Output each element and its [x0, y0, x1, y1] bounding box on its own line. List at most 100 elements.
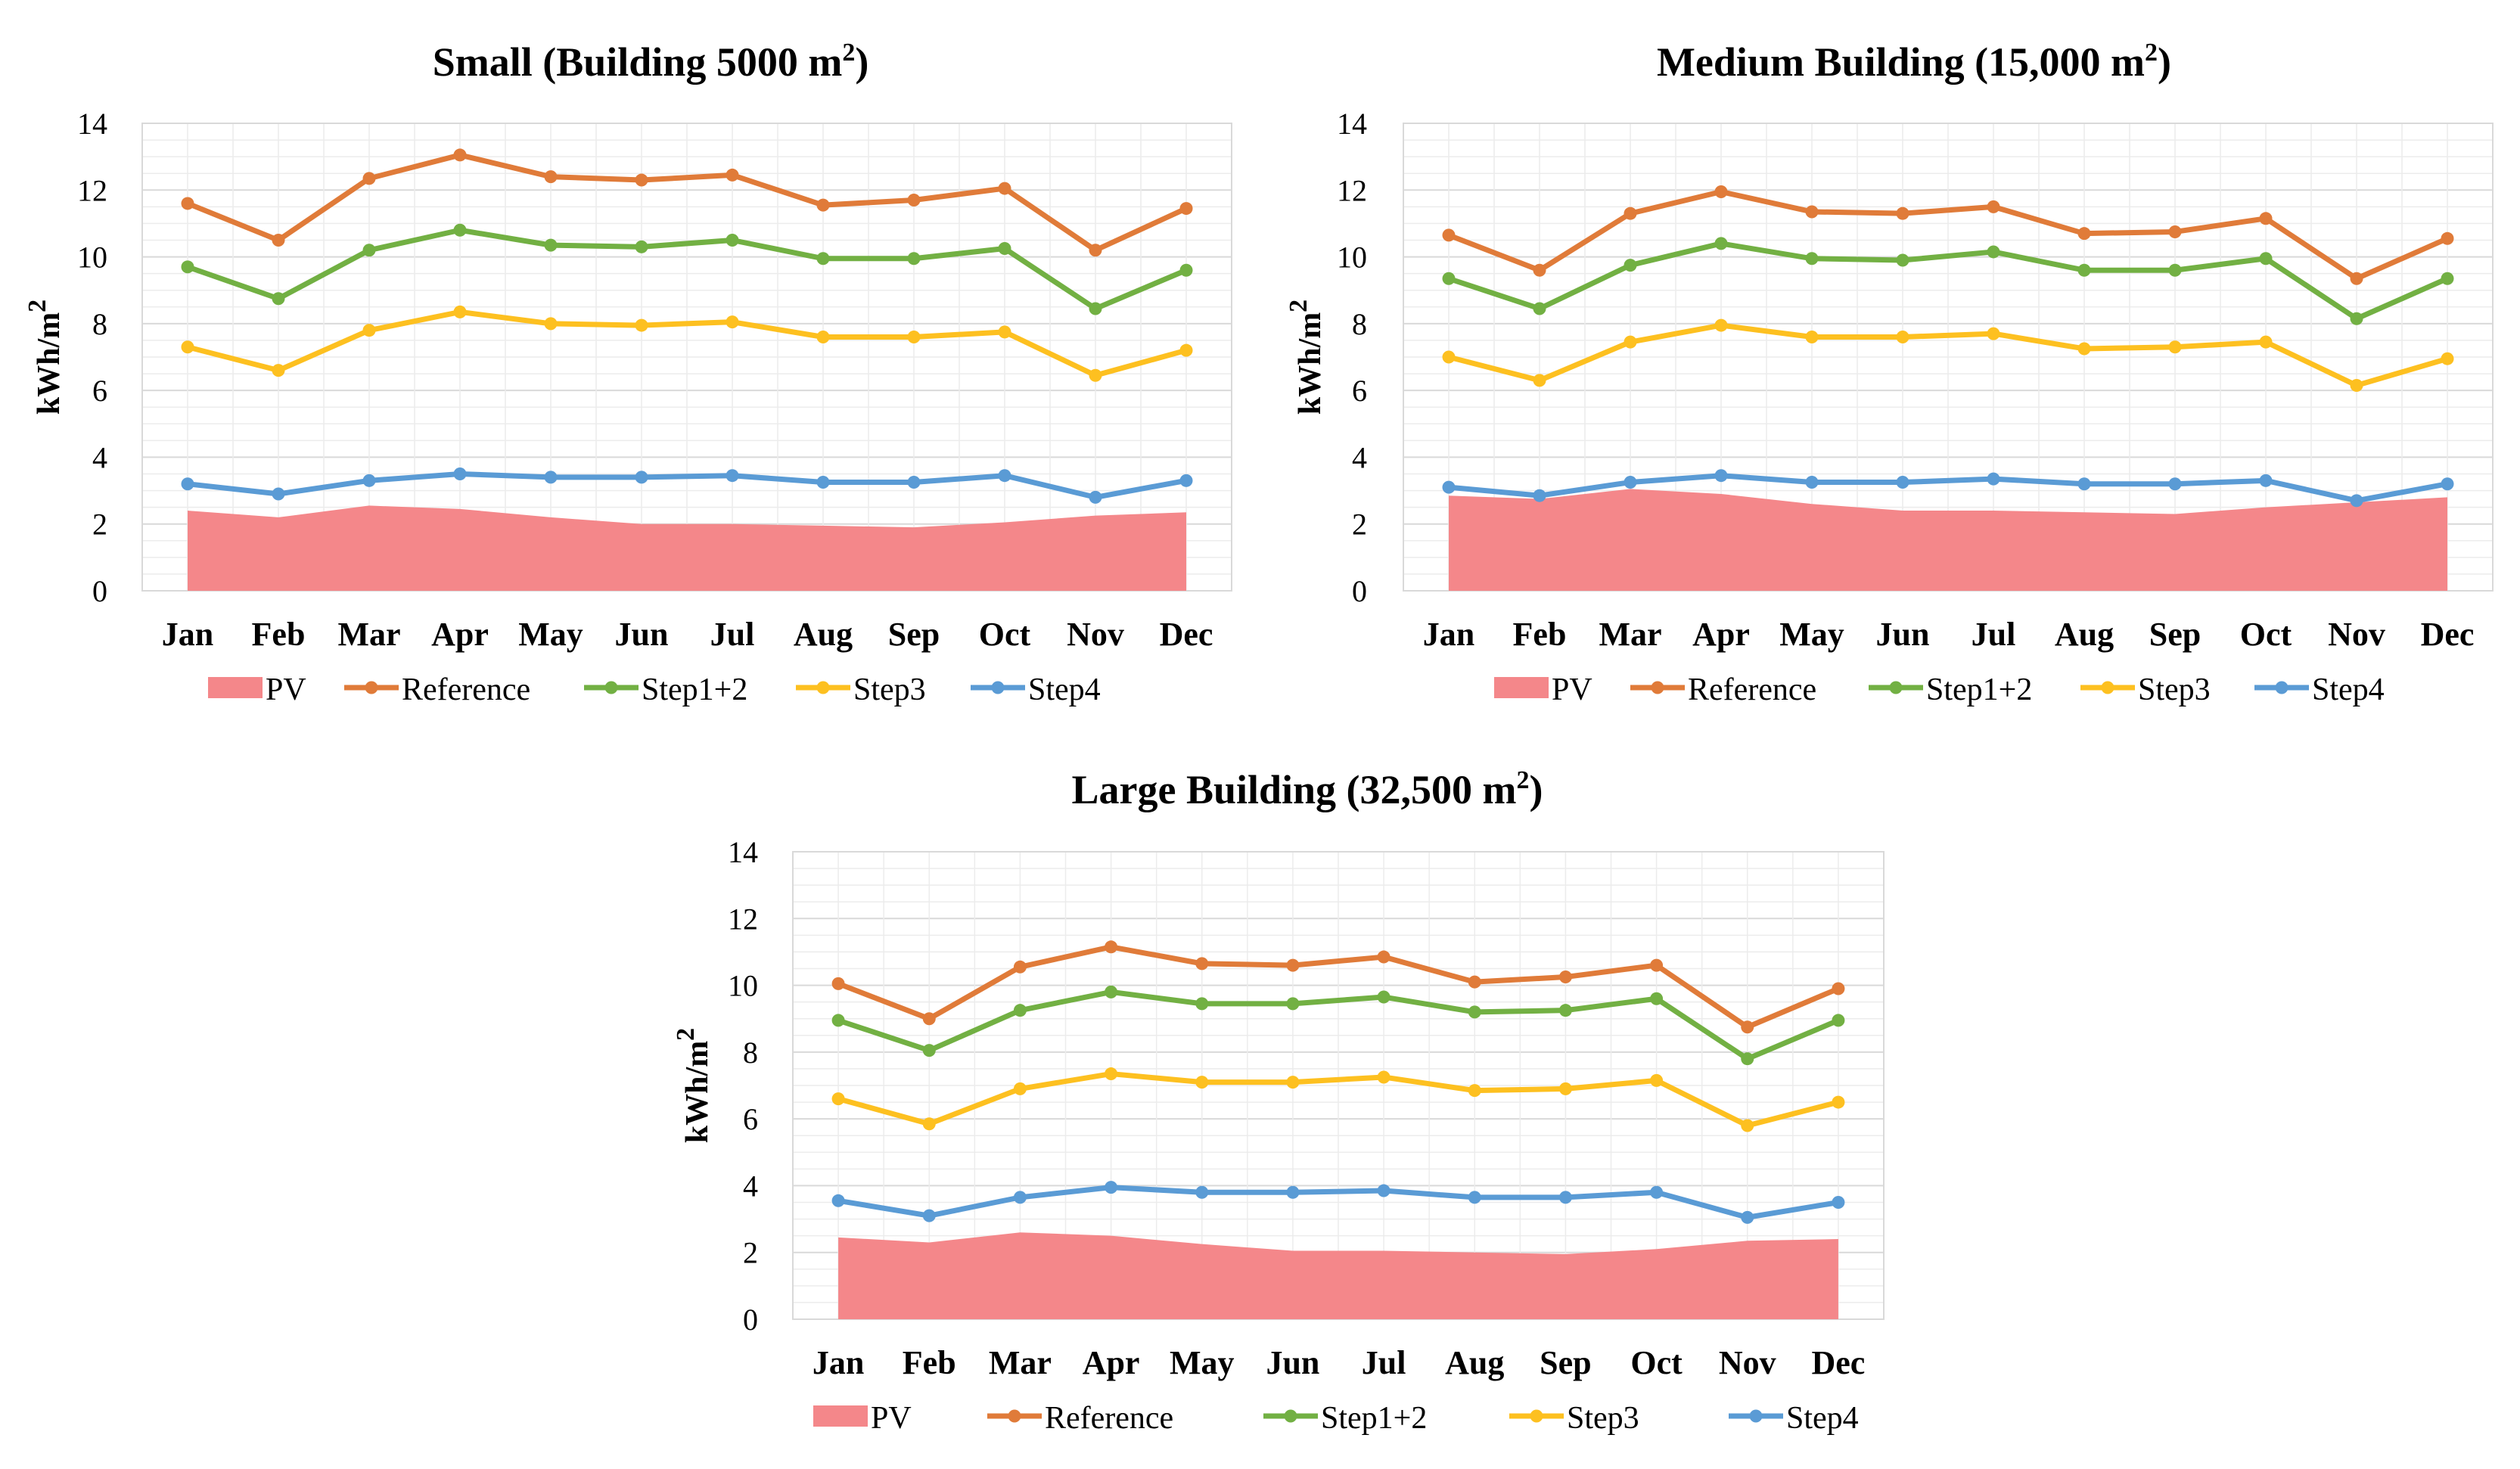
y-tick-label: 2 [743, 1236, 758, 1270]
legend-item: Step3 [1509, 1401, 1639, 1436]
chart-title-sup: 2 [1517, 766, 1530, 794]
data-point [1195, 1185, 1209, 1199]
x-tick-label: Sep [2149, 616, 2201, 653]
data-point [998, 182, 1011, 195]
data-point [2077, 263, 2091, 277]
data-point [1179, 343, 1193, 357]
data-point [1896, 253, 1909, 267]
data-point [1105, 1067, 1118, 1081]
series-reference [181, 148, 1193, 257]
x-tick-label: Apr [1692, 616, 1750, 653]
data-point [907, 331, 921, 344]
chart-medium-building: Medium Building (15,000 m2)02468101214kW… [1285, 39, 2494, 707]
data-point [1832, 1095, 1845, 1109]
legend-swatch-marker [1284, 1409, 1297, 1423]
legend-label: Step1+2 [642, 672, 747, 707]
data-point [2350, 379, 2363, 393]
y-tick-label: 6 [92, 374, 107, 408]
data-point [922, 1209, 936, 1222]
y-tick-label: 8 [743, 1036, 758, 1070]
legend-swatch-marker [1749, 1409, 1763, 1423]
data-point [1624, 476, 1637, 489]
legend-item: Step3 [796, 672, 926, 707]
x-tick-label: Nov [1067, 616, 1124, 653]
legend-label: Step4 [1786, 1401, 1859, 1436]
data-point [1533, 489, 1546, 502]
data-point [831, 977, 845, 990]
data-point [1805, 476, 1819, 489]
data-point [272, 364, 285, 377]
legend-item: Step1+2 [584, 672, 747, 707]
series-step3 [831, 1067, 1845, 1132]
legend-item: Step4 [2254, 672, 2385, 707]
legend-label: Step3 [2138, 672, 2211, 707]
data-point [1377, 1070, 1391, 1084]
legend-swatch-area [208, 677, 263, 698]
data-point [922, 1012, 936, 1026]
data-point [1442, 480, 1456, 494]
series-step4 [1442, 469, 2454, 508]
data-point [1013, 1082, 1027, 1095]
x-tick-label: Jan [813, 1344, 864, 1381]
data-point [2077, 477, 2091, 491]
chart-title: Large Building (32,500 m2) [1071, 766, 1543, 812]
y-tick-label: 14 [77, 107, 107, 141]
legend-swatch-marker [1651, 681, 1664, 694]
series-line [186, 152, 1188, 253]
data-point [1286, 1076, 1300, 1089]
data-point [1805, 205, 1819, 219]
x-tick-label: Jul [1362, 1344, 1406, 1381]
data-point [2168, 477, 2182, 491]
data-point [2350, 312, 2363, 325]
data-point [181, 197, 194, 210]
data-point [1650, 992, 1664, 1005]
legend-label: Step1+2 [1321, 1401, 1427, 1436]
data-point [1179, 202, 1193, 216]
data-point [998, 325, 1011, 339]
data-point [1105, 985, 1118, 998]
data-point [1179, 474, 1193, 487]
y-tick-label: 2 [1352, 508, 1367, 542]
x-tick-label: Feb [252, 616, 306, 653]
pv-area [188, 505, 1186, 591]
y-axis-label: kWh/m2 [23, 300, 67, 415]
chart-title-main: Large Building (32,500 m [1071, 767, 1516, 812]
data-point [181, 260, 194, 274]
x-tick-label: Jun [615, 616, 669, 653]
legend-swatch-marker [991, 681, 1005, 694]
series-pv [1449, 489, 2447, 591]
data-point [726, 469, 739, 483]
y-tick-label: 14 [728, 835, 758, 869]
data-point [1442, 350, 1456, 364]
y-axis-label: kWh/m2 [672, 1028, 715, 1143]
data-point [2259, 252, 2273, 266]
x-tick-label: Nov [2328, 616, 2385, 653]
y-tick-label: 12 [728, 902, 758, 936]
data-point [816, 331, 830, 344]
data-point [272, 292, 285, 306]
chart-title-end: ) [2158, 39, 2171, 85]
chart-title-main: Medium Building (15,000 m [1657, 39, 2145, 85]
data-point [1558, 1004, 1572, 1017]
y-tick-label: 4 [743, 1169, 758, 1203]
data-point [181, 340, 194, 354]
legend-swatch-marker [1530, 1409, 1543, 1423]
x-tick-label: Apr [431, 616, 489, 653]
data-point [1650, 1073, 1664, 1087]
legend-item: Step3 [2080, 672, 2211, 707]
data-point [1089, 490, 1102, 504]
data-point [272, 487, 285, 501]
legend-label: Reference [1045, 1401, 1173, 1436]
y-tick-label: 10 [728, 969, 758, 1003]
x-tick-label: Dec [1811, 1344, 1865, 1381]
data-point [1468, 975, 1481, 989]
series-reference [831, 940, 1845, 1034]
series-line [837, 989, 1840, 1062]
data-point [1468, 1084, 1481, 1098]
series-line [186, 227, 1188, 312]
series-line [837, 1185, 1839, 1220]
legend-swatch-marker [1008, 1409, 1021, 1423]
data-point [907, 252, 921, 266]
data-point [362, 474, 376, 487]
series-step3 [181, 305, 1193, 382]
